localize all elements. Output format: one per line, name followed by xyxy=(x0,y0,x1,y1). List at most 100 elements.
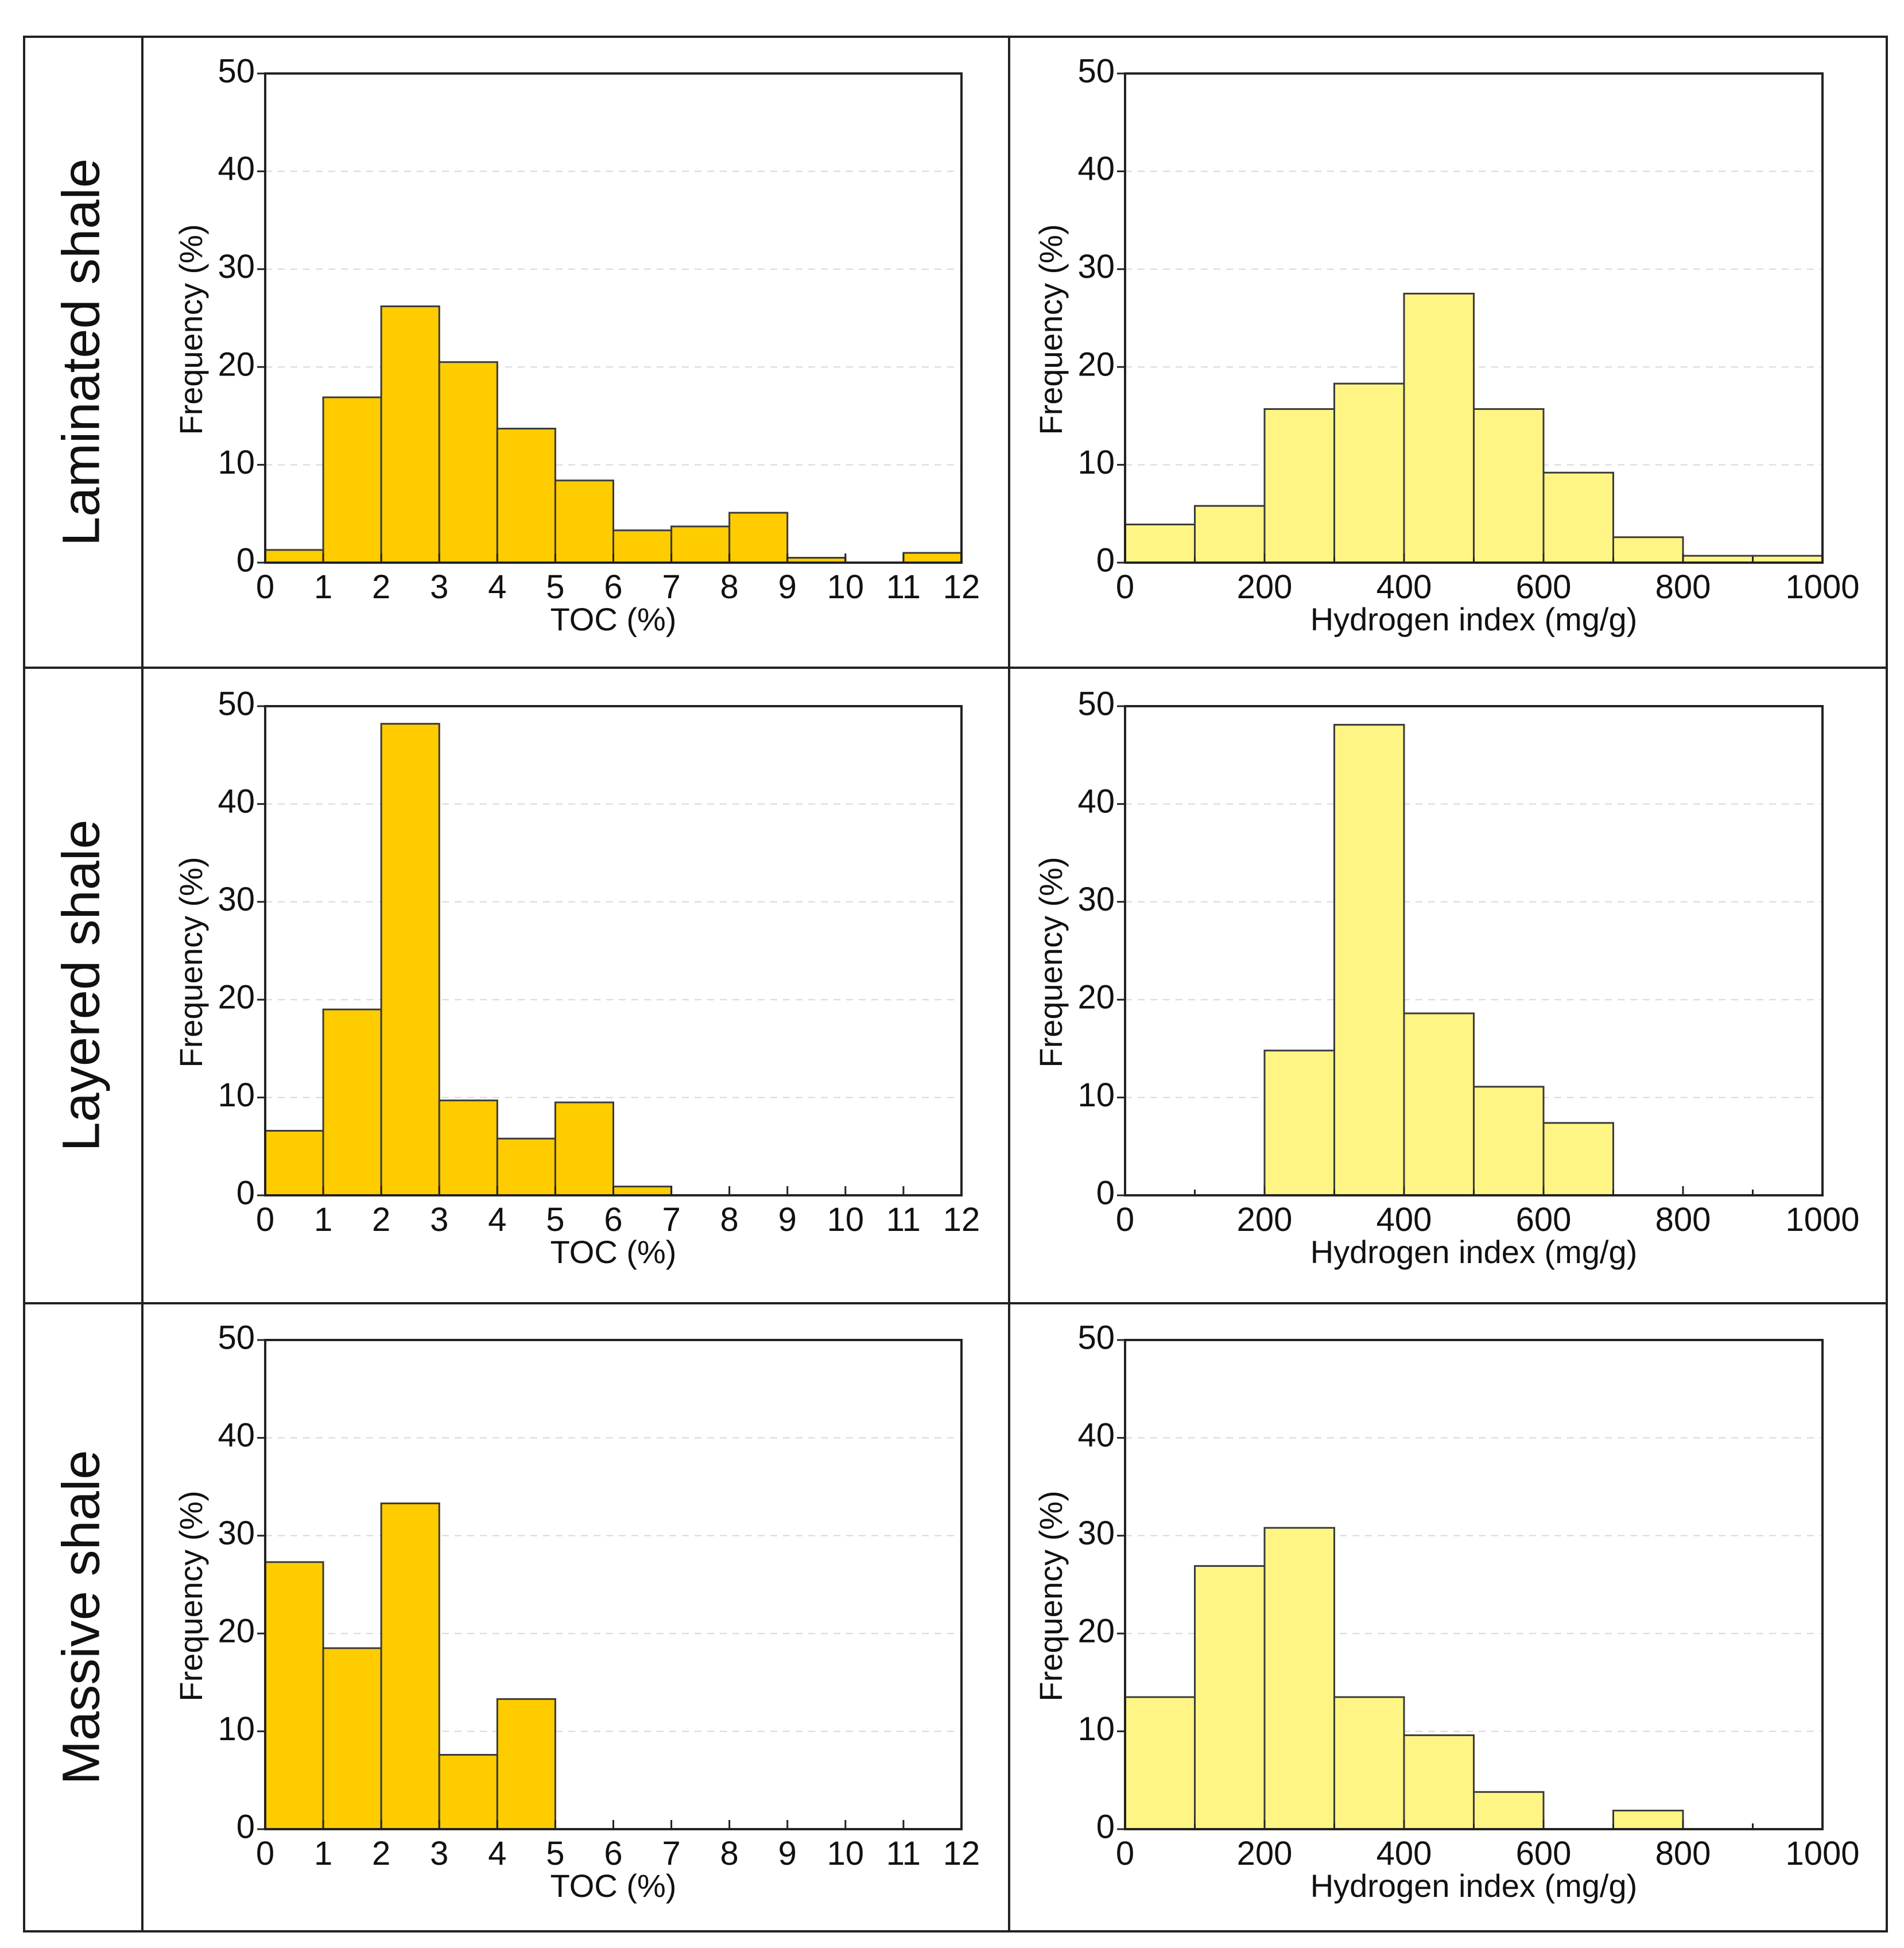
x-tick-label: 11 xyxy=(886,1835,921,1872)
x-axis-title: TOC (%) xyxy=(550,601,677,637)
histogram-bar xyxy=(1194,1565,1266,1830)
y-tick-label: 0 xyxy=(1096,1174,1115,1211)
y-tick-label: 10 xyxy=(1077,1710,1115,1748)
x-tick-label: 1 xyxy=(314,568,332,606)
x-tick-label: 4 xyxy=(488,1201,506,1238)
histogram-bar xyxy=(1542,471,1614,564)
row-label: Laminated shale xyxy=(52,158,110,546)
histogram-bar xyxy=(554,479,615,564)
histogram-bar xyxy=(1403,292,1475,564)
x-tick-label: 400 xyxy=(1376,568,1432,606)
x-tick-label: 3 xyxy=(430,1835,448,1872)
y-tick-label: 40 xyxy=(218,150,255,188)
histogram-bar xyxy=(1473,1791,1545,1830)
x-tick-label: 600 xyxy=(1516,1835,1572,1872)
histogram-bar xyxy=(728,512,789,564)
y-tick-label: 50 xyxy=(218,52,255,90)
x-tick-label: 9 xyxy=(778,1835,797,1872)
y-tick-label: 30 xyxy=(1077,881,1115,918)
y-tick-label: 30 xyxy=(1077,1515,1115,1552)
row-label: Massive shale xyxy=(52,1450,110,1785)
histogram-bar xyxy=(612,529,673,564)
histogram-bar xyxy=(1333,382,1405,564)
x-tick-label: 12 xyxy=(943,568,980,606)
x-tick-label: 9 xyxy=(778,568,797,606)
histogram-bar xyxy=(496,1137,556,1196)
histogram-bar xyxy=(438,1099,498,1196)
histogram-bar xyxy=(612,1186,673,1196)
x-tick-label: 7 xyxy=(662,1201,680,1238)
x-tick-label: 6 xyxy=(604,1201,622,1238)
table-outer-border xyxy=(23,36,1888,1932)
y-tick-label: 40 xyxy=(218,783,255,820)
y-tick-label: 10 xyxy=(218,1076,255,1114)
x-tick-label: 800 xyxy=(1655,1201,1711,1238)
x-tick-label: 7 xyxy=(662,568,680,606)
x-tick-label: 6 xyxy=(604,1835,622,1872)
chart-layered-hi: 0 10 20 30 40 50 0 200 400 600 800 1000 Hydrogen ind… xyxy=(1033,685,1860,1270)
y-tick-label: 40 xyxy=(218,1417,255,1454)
histogram-bar xyxy=(1542,1122,1614,1196)
y-tick-label: 50 xyxy=(1077,52,1115,90)
x-axis-title: Hydrogen index (mg/g) xyxy=(1310,1234,1638,1270)
x-tick-label: 0 xyxy=(256,568,274,606)
x-tick-label: 1 xyxy=(314,1201,332,1238)
x-tick-label: 400 xyxy=(1376,1201,1432,1238)
y-tick-label: 40 xyxy=(1077,1417,1115,1454)
x-tick-label: 10 xyxy=(827,568,864,606)
x-tick-label: 11 xyxy=(886,568,921,606)
x-tick-label: 9 xyxy=(778,1201,797,1238)
x-tick-label: 10 xyxy=(827,1835,864,1872)
y-tick-label: 30 xyxy=(218,248,255,285)
histogram-bar xyxy=(438,1753,498,1830)
y-tick-label: 0 xyxy=(236,541,255,579)
x-tick-label: 2 xyxy=(372,1835,390,1872)
y-tick-label: 0 xyxy=(236,1174,255,1211)
x-tick-label: 4 xyxy=(488,568,506,606)
x-tick-label: 800 xyxy=(1655,1835,1711,1872)
y-tick-label: 20 xyxy=(218,1613,255,1650)
x-tick-label: 12 xyxy=(943,1835,980,1872)
y-axis-title: Frequency (%) xyxy=(173,1490,209,1701)
y-tick-label: 0 xyxy=(1096,1808,1115,1845)
histogram-bar xyxy=(264,1561,324,1830)
histogram-bar xyxy=(1612,536,1684,564)
chart-laminated-hi: 0 10 20 30 40 50 0 200 400 600 800 1000 Hydrogen ind… xyxy=(1033,52,1860,637)
histogram-bar xyxy=(1333,1696,1405,1830)
y-tick-label: 40 xyxy=(1077,783,1115,820)
histogram-bar xyxy=(322,1008,382,1196)
histogram-bar xyxy=(1124,524,1196,564)
y-tick-label: 30 xyxy=(218,881,255,918)
x-tick-label: 5 xyxy=(546,1835,564,1872)
histogram-bar xyxy=(1263,1527,1335,1830)
x-tick-label: 0 xyxy=(256,1835,274,1872)
histogram-bar xyxy=(380,1502,440,1830)
figure-table-grid xyxy=(23,36,1888,1932)
y-tick-label: 50 xyxy=(1077,685,1115,722)
histogram-bar xyxy=(1194,505,1266,564)
x-tick-label: 1000 xyxy=(1785,1201,1859,1238)
x-tick-label: 600 xyxy=(1516,1201,1572,1238)
histogram-bar xyxy=(322,396,382,564)
x-tick-label: 8 xyxy=(720,1201,739,1238)
x-tick-label: 1000 xyxy=(1785,1835,1859,1872)
y-tick-label: 20 xyxy=(218,346,255,384)
histogram-bar xyxy=(902,552,963,564)
x-tick-label: 0 xyxy=(1116,568,1134,606)
y-tick-label: 20 xyxy=(1077,1613,1115,1650)
x-tick-label: 8 xyxy=(720,1835,739,1872)
x-tick-label: 11 xyxy=(886,1201,921,1238)
y-axis-title: Frequency (%) xyxy=(1033,224,1069,435)
histogram-bar xyxy=(496,428,556,564)
x-axis-title: Hydrogen index (mg/g) xyxy=(1310,601,1638,637)
x-axis-title: Hydrogen index (mg/g) xyxy=(1310,1868,1638,1904)
x-tick-label: 800 xyxy=(1655,568,1711,606)
y-tick-label: 30 xyxy=(1077,248,1115,285)
histogram-bar xyxy=(1333,723,1405,1196)
histogram-bar xyxy=(264,1130,324,1196)
x-tick-label: 4 xyxy=(488,1835,506,1872)
row-labels: Laminated shale Layered shale Massive shal… xyxy=(52,158,110,1785)
y-tick-label: 30 xyxy=(218,1515,255,1552)
